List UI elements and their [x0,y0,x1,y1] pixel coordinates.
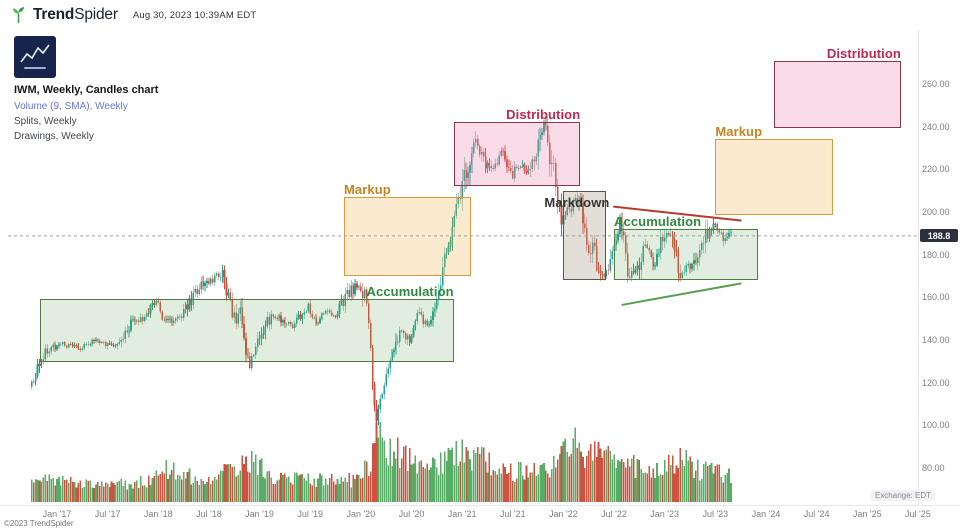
time-axis-separator [0,505,960,506]
price-axis-separator [918,30,919,505]
chart-legend: IWM, Weekly, Candles chart Volume (9, SM… [14,84,158,146]
candles-layer [30,116,732,427]
channel-watermark [14,36,56,78]
brand-spider: Spider [74,6,118,23]
brand-trend: Trend [33,6,75,23]
last-price-label: 188.8 [920,229,958,243]
legend-splits[interactable]: Splits, Weekly [14,116,77,127]
legend-symbol[interactable]: IWM, Weekly, Candles chart [14,84,159,96]
watermark-chart-icon [20,44,50,69]
volume-layer [30,422,732,502]
trendspider-logo-icon [9,6,28,25]
legend-volume-indicator[interactable]: Volume (9, SMA), Weekly [14,101,128,112]
exchange-label: Exchange: EDT [870,490,935,501]
chart-timestamp: Aug 30, 2023 10:39AM EDT [132,9,257,21]
top-bar: TrendSpider Aug 30, 2023 10:39AM EDT [0,0,960,30]
brand-name: TrendSpider [33,6,118,24]
legend-drawings[interactable]: Drawings, Weekly [14,131,94,142]
copyright: ©2023 TrendSpider [4,519,74,528]
